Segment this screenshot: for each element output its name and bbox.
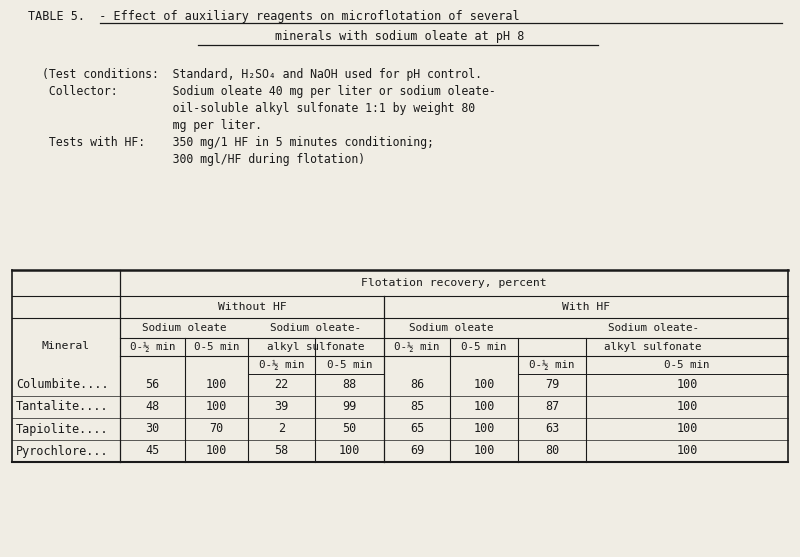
Text: Collector:        Sodium oleate 40 mg per liter or sodium oleate-: Collector: Sodium oleate 40 mg per liter… <box>42 85 496 98</box>
Text: 100: 100 <box>474 423 494 436</box>
Text: 300 mgl/HF during flotation): 300 mgl/HF during flotation) <box>42 153 365 166</box>
Text: 100: 100 <box>676 379 698 392</box>
Text: 48: 48 <box>146 400 160 413</box>
Text: 100: 100 <box>206 444 227 457</box>
Text: 0-½ min: 0-½ min <box>130 342 175 352</box>
Text: Pyrochlore...: Pyrochlore... <box>16 444 109 457</box>
Text: 100: 100 <box>206 400 227 413</box>
Text: Tantalite....: Tantalite.... <box>16 400 109 413</box>
Text: 39: 39 <box>274 400 289 413</box>
Text: 0-½ min: 0-½ min <box>394 342 440 352</box>
Text: 88: 88 <box>342 379 357 392</box>
Text: 2: 2 <box>278 423 285 436</box>
Text: 100: 100 <box>474 444 494 457</box>
Text: Sodium oleate: Sodium oleate <box>409 323 494 333</box>
Text: 100: 100 <box>206 379 227 392</box>
Text: mg per liter.: mg per liter. <box>42 119 262 132</box>
Text: 0-5 min: 0-5 min <box>664 360 710 370</box>
Text: 58: 58 <box>274 444 289 457</box>
Text: 0-½ min: 0-½ min <box>530 360 574 370</box>
Text: 85: 85 <box>410 400 424 413</box>
Text: 70: 70 <box>210 423 224 436</box>
Text: TABLE 5.  - Effect of auxiliary reagents on microflotation of several: TABLE 5. - Effect of auxiliary reagents … <box>28 10 520 23</box>
Text: alkyl sulfonate: alkyl sulfonate <box>267 342 365 352</box>
Text: 0-½ min: 0-½ min <box>258 360 304 370</box>
Text: Sodium oleate: Sodium oleate <box>142 323 226 333</box>
Text: minerals with sodium oleate at pH 8: minerals with sodium oleate at pH 8 <box>275 30 525 43</box>
Text: 69: 69 <box>410 444 424 457</box>
Text: 100: 100 <box>676 423 698 436</box>
Text: 99: 99 <box>342 400 357 413</box>
Text: 63: 63 <box>545 423 559 436</box>
Text: Without HF: Without HF <box>218 302 286 312</box>
Text: 79: 79 <box>545 379 559 392</box>
Text: 30: 30 <box>146 423 160 436</box>
Text: 0-5 min: 0-5 min <box>326 360 372 370</box>
Text: Flotation recovery, percent: Flotation recovery, percent <box>361 278 547 288</box>
Text: Tests with HF:    350 mg/1 HF in 5 minutes conditioning;: Tests with HF: 350 mg/1 HF in 5 minutes … <box>42 136 434 149</box>
Text: Sodium oleate-: Sodium oleate- <box>607 323 698 333</box>
Text: 87: 87 <box>545 400 559 413</box>
Text: Sodium oleate-: Sodium oleate- <box>270 323 362 333</box>
Text: Mineral: Mineral <box>42 341 90 351</box>
Text: 100: 100 <box>474 400 494 413</box>
Text: 0-5 min: 0-5 min <box>194 342 239 352</box>
Text: 0-5 min: 0-5 min <box>462 342 506 352</box>
Text: 100: 100 <box>676 400 698 413</box>
Text: Tapiolite....: Tapiolite.... <box>16 423 109 436</box>
Text: 65: 65 <box>410 423 424 436</box>
Text: Columbite....: Columbite.... <box>16 379 109 392</box>
Text: 50: 50 <box>342 423 357 436</box>
Text: 86: 86 <box>410 379 424 392</box>
Text: 100: 100 <box>676 444 698 457</box>
Text: (Test conditions:  Standard, H₂SO₄ and NaOH used for pH control.: (Test conditions: Standard, H₂SO₄ and Na… <box>42 68 482 81</box>
Text: 80: 80 <box>545 444 559 457</box>
Text: alkyl sulfonate: alkyl sulfonate <box>604 342 702 352</box>
Text: 56: 56 <box>146 379 160 392</box>
Text: oil-soluble alkyl sulfonate 1:1 by weight 80: oil-soluble alkyl sulfonate 1:1 by weigh… <box>42 102 475 115</box>
Text: 100: 100 <box>474 379 494 392</box>
Text: With HF: With HF <box>562 302 610 312</box>
Text: 22: 22 <box>274 379 289 392</box>
Text: 45: 45 <box>146 444 160 457</box>
Text: 100: 100 <box>339 444 360 457</box>
